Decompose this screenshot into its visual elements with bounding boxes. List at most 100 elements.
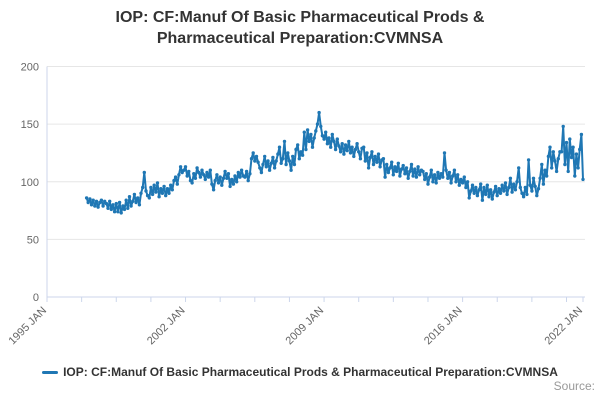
data-point-marker	[427, 175, 432, 179]
data-point-marker	[276, 152, 280, 156]
data-point-marker	[507, 185, 511, 190]
data-point-marker	[152, 183, 156, 187]
data-point-marker	[84, 196, 89, 200]
data-point-marker	[309, 132, 313, 137]
data-point-marker	[447, 170, 452, 175]
data-point-marker	[564, 140, 569, 145]
data-point-marker	[480, 198, 485, 202]
data-point-marker	[409, 162, 414, 167]
data-point-marker	[363, 159, 367, 163]
data-point-marker	[518, 185, 522, 190]
data-point-marker	[554, 169, 559, 174]
data-point-marker	[353, 147, 358, 152]
data-point-marker	[451, 174, 455, 178]
data-point-marker	[109, 207, 114, 212]
data-point-marker	[112, 210, 117, 214]
data-point-marker	[470, 183, 475, 187]
data-point-marker	[208, 168, 212, 172]
data-point-marker	[329, 145, 333, 149]
data-point-marker	[357, 150, 361, 154]
data-point-marker	[127, 195, 132, 199]
data-point-marker	[373, 154, 377, 159]
data-point-marker	[500, 183, 504, 187]
y-axis-label: 200	[21, 62, 39, 74]
data-point-marker	[497, 187, 501, 191]
data-point-marker	[305, 128, 310, 132]
data-point-marker	[568, 137, 572, 141]
y-axis-label: 0	[33, 292, 39, 304]
data-point-marker	[399, 167, 404, 171]
data-point-marker	[479, 182, 483, 186]
data-point-marker	[89, 203, 94, 207]
data-point-marker	[408, 169, 412, 174]
data-point-marker	[291, 154, 295, 159]
data-point-marker	[343, 143, 348, 147]
legend[interactable]: IOP: CF:Manuf Of Basic Pharmaceutical Pr…	[0, 363, 600, 381]
data-point-marker	[116, 210, 120, 214]
data-point-marker	[281, 157, 285, 161]
data-point-marker	[327, 136, 331, 140]
data-point-marker	[294, 147, 298, 152]
data-point-marker	[467, 196, 471, 200]
data-point-marker	[393, 165, 397, 169]
data-point-marker	[444, 168, 448, 172]
data-point-marker	[122, 207, 127, 212]
data-point-marker	[94, 199, 99, 203]
chart-title-line1: IOP: CF:Manuf Of Basic Pharmaceutical Pr…	[115, 9, 485, 26]
data-point-marker	[383, 175, 387, 179]
data-point-marker	[533, 184, 537, 189]
data-point-marker	[172, 178, 176, 183]
data-point-marker	[253, 159, 257, 163]
data-point-marker	[337, 144, 341, 148]
data-point-marker	[465, 180, 470, 184]
data-point-marker	[137, 203, 142, 207]
data-point-marker	[503, 181, 508, 185]
data-point-marker	[432, 173, 437, 177]
data-point-marker	[213, 178, 217, 183]
data-point-marker	[233, 174, 237, 178]
data-point-marker	[111, 203, 115, 207]
data-point-marker	[246, 178, 250, 183]
data-point-marker	[96, 205, 100, 209]
data-point-marker	[304, 147, 308, 152]
data-point-marker	[543, 168, 547, 172]
data-point-marker	[267, 168, 272, 172]
data-point-marker	[350, 145, 354, 149]
data-point-marker	[376, 152, 381, 156]
data-point-marker	[225, 176, 229, 180]
data-point-marker	[508, 176, 513, 180]
data-point-marker	[457, 183, 461, 187]
data-point-marker	[523, 185, 527, 190]
data-point-marker	[474, 185, 478, 190]
data-point-marker	[548, 145, 552, 149]
data-point-marker	[530, 189, 534, 193]
data-point-marker	[119, 211, 123, 215]
data-point-marker	[124, 198, 128, 202]
data-point-marker	[515, 180, 519, 184]
data-point-marker	[139, 191, 143, 195]
data-point-marker	[269, 161, 273, 165]
data-point-marker	[414, 175, 419, 179]
data-point-marker	[563, 162, 567, 167]
data-point-marker	[526, 158, 531, 162]
data-point-marker	[104, 201, 109, 206]
data-point-marker	[477, 188, 481, 192]
data-point-marker	[141, 185, 145, 190]
x-axis-label: 2016 JAN	[422, 305, 465, 348]
data-point-marker	[495, 193, 499, 198]
data-point-marker	[183, 165, 188, 169]
data-point-marker	[157, 195, 161, 199]
data-point-marker	[535, 193, 539, 198]
data-point-marker	[121, 204, 125, 208]
data-point-marker	[142, 170, 146, 175]
data-point-marker	[502, 189, 506, 193]
data-point-marker	[315, 122, 320, 126]
x-axis-label: 2002 JAN	[145, 305, 188, 348]
data-point-marker	[366, 166, 371, 170]
data-point-marker	[248, 172, 252, 176]
data-point-marker	[342, 152, 346, 156]
data-point-marker	[426, 182, 430, 186]
data-point-marker	[198, 175, 203, 179]
data-point-marker	[404, 166, 409, 170]
data-point-marker	[375, 160, 379, 164]
